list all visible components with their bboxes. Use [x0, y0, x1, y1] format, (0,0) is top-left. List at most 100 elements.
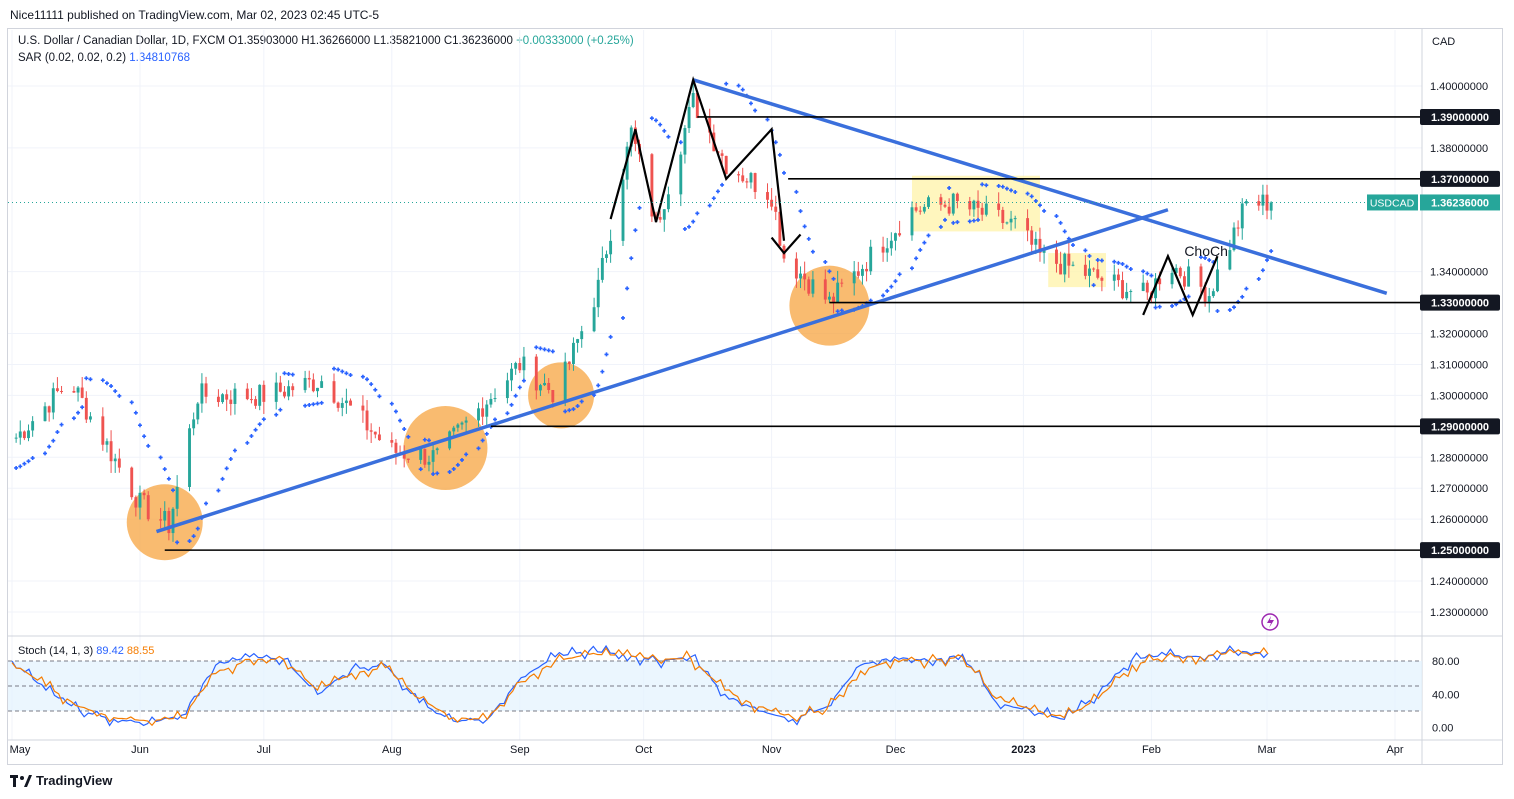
candle-body [138, 492, 142, 508]
sar-dot [1120, 261, 1125, 266]
sar-dot [604, 352, 609, 357]
candle-body [1001, 209, 1005, 223]
sar-dot [228, 456, 233, 461]
candle-body [229, 399, 233, 404]
stoch-tick: 80.00 [1432, 656, 1460, 668]
sar-dot [43, 451, 48, 456]
candle [576, 338, 580, 353]
sar-dot [216, 488, 221, 493]
stoch-d-value: 88.55 [126, 645, 155, 657]
candle-body [600, 257, 604, 280]
candle [1001, 206, 1005, 229]
sar-dot [682, 226, 687, 231]
candle [55, 377, 59, 393]
candle-body [1116, 274, 1120, 281]
candle [918, 206, 922, 215]
candle-body [1216, 269, 1219, 292]
sar-dot [1042, 208, 1047, 213]
y-tick-label: 1.23000000 [1430, 607, 1488, 619]
candle [951, 192, 955, 216]
stoch-tick: 0.00 [1432, 723, 1453, 735]
candle-body [332, 381, 336, 403]
sar-dot [1083, 248, 1088, 253]
candle-body [200, 383, 204, 404]
grid [7, 28, 1503, 765]
candle-body [510, 368, 513, 381]
lightning-icon[interactable] [1261, 613, 1279, 631]
x-tick-label: May [10, 744, 31, 756]
symbol-name[interactable]: U.S. Dollar / Canadian Dollar, 1D, FXCM [18, 35, 226, 47]
sar-dot [711, 196, 716, 201]
candle-body [1228, 250, 1232, 270]
candle [113, 453, 117, 473]
candle [456, 423, 460, 432]
candle-body [361, 405, 365, 411]
candle-body [369, 430, 373, 432]
sar-dot [129, 400, 134, 405]
sar-dot [571, 407, 576, 412]
candle-body [452, 427, 456, 432]
price-chart[interactable]: 1.39000000 1.37000000 1.33000000 1.29000000… [0, 0, 1514, 765]
sar-dot [76, 410, 81, 415]
sar-dot [191, 534, 196, 539]
candle [481, 397, 485, 426]
candle-body [188, 428, 191, 487]
candle-body [60, 390, 63, 392]
sar-dot [579, 399, 584, 404]
candle [766, 183, 769, 209]
candle [860, 264, 864, 285]
candle [687, 99, 691, 133]
sar-dot [257, 422, 262, 427]
symbol-tag-bg [1367, 194, 1418, 211]
sar-dot [1033, 198, 1038, 203]
sar-dot [938, 224, 943, 229]
sar-dot [315, 401, 320, 406]
candle [547, 378, 551, 394]
candle [283, 385, 286, 399]
sar-dot [447, 469, 452, 474]
candle [291, 383, 295, 397]
candle [1240, 198, 1244, 240]
x-tick-label: Mar [1258, 744, 1277, 756]
sar-value: 1.34810768 [129, 52, 191, 64]
sar-dot [422, 437, 427, 442]
candle [1100, 276, 1104, 292]
candle [340, 397, 344, 417]
candle [390, 432, 394, 448]
sar-dot [695, 211, 700, 216]
candle [695, 91, 699, 119]
stoch-label[interactable]: Stoch (14, 1, 3) [18, 645, 94, 657]
candle-body [596, 279, 600, 308]
sar-dot [654, 118, 659, 123]
candle-body [245, 388, 249, 400]
candle [493, 388, 497, 403]
candle [167, 507, 171, 541]
y-tick-label: 1.27000000 [1430, 483, 1488, 495]
candle-body [481, 408, 485, 417]
candle [1067, 241, 1071, 278]
candle [216, 389, 220, 407]
sar-dot [311, 402, 316, 407]
sar-dot [971, 218, 976, 223]
sar-dot [637, 205, 642, 210]
candle-body [1030, 230, 1034, 245]
sar-dot [113, 389, 118, 394]
candle-body [745, 181, 749, 183]
sar-dot [22, 461, 27, 466]
sar-dot [720, 182, 725, 187]
sar-dot [748, 101, 753, 106]
candle [836, 270, 840, 302]
sar-label[interactable]: SAR (0.02, 0.02, 0.2) [18, 52, 127, 64]
candle [856, 261, 860, 279]
candle-body [192, 419, 196, 429]
candle-body [1170, 272, 1174, 285]
sar-dot [245, 440, 250, 445]
candle [1141, 274, 1145, 292]
sar-dot [360, 374, 365, 379]
sar-dot [377, 394, 382, 399]
candle [865, 262, 869, 282]
candle [336, 401, 340, 412]
candle [200, 373, 204, 413]
tradingview-footer[interactable]: TradingView [10, 773, 112, 788]
sar-dot [426, 438, 431, 443]
